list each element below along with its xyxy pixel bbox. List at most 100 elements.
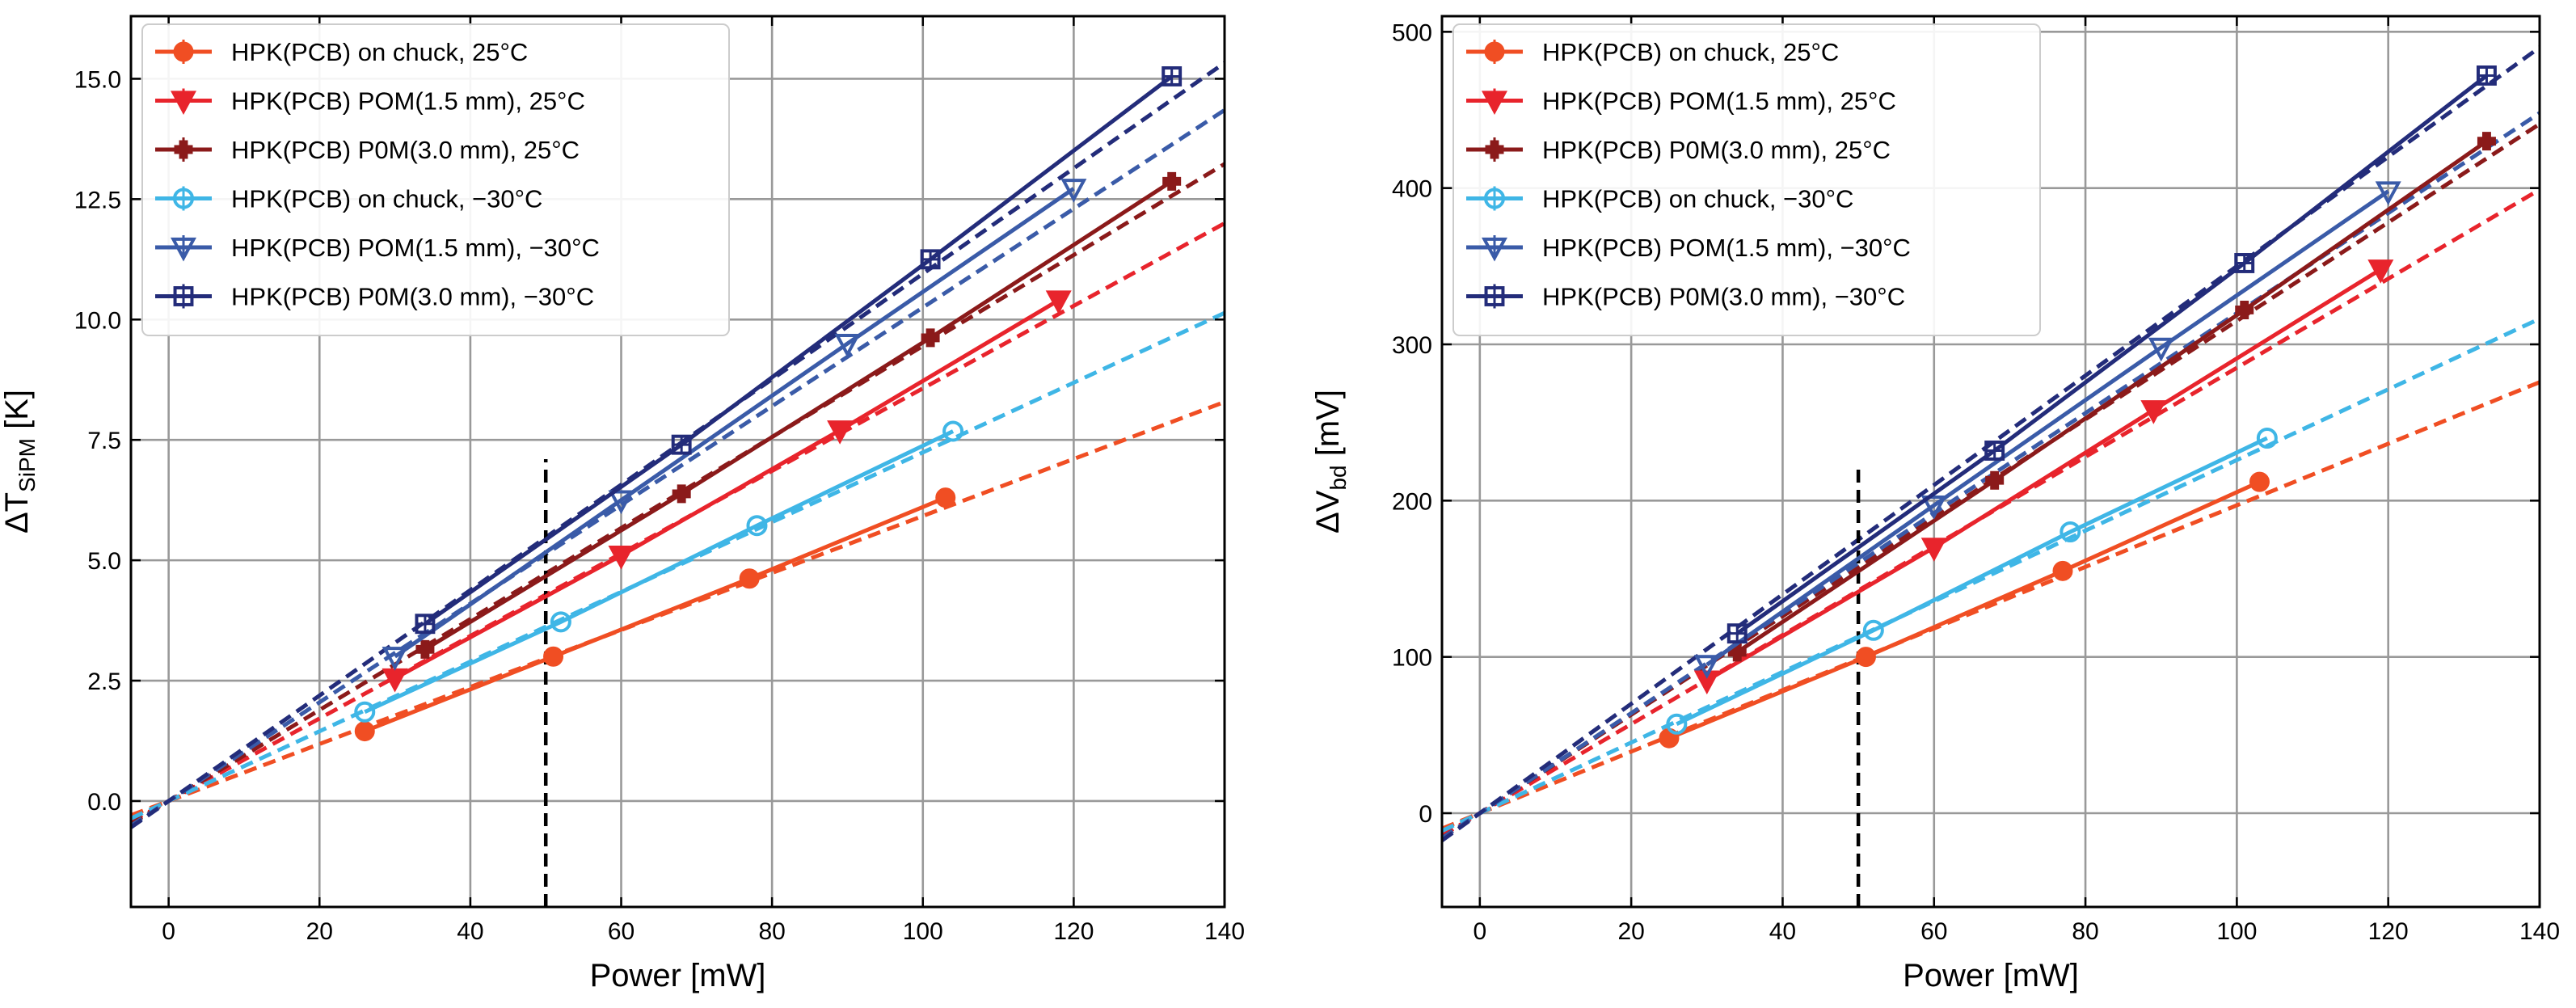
y-tick-label: 100 [1392, 645, 1432, 672]
legend-label: HPK(PCB) POM(1.5 mm), −30°C [1542, 234, 1911, 262]
legend-box [141, 23, 730, 336]
y-axis-label-subscript: bd [1326, 465, 1351, 490]
fit-line-onchuck_25 [1442, 380, 2540, 831]
data-point-onchuck_m30 [550, 611, 571, 633]
legend-label: HPK(PCB) P0M(3.0 mm), 25°C [1542, 136, 1891, 164]
y-tick-label: 15.0 [74, 66, 121, 93]
data-point-onchuck_25 [354, 721, 375, 742]
x-tick-label: 120 [2368, 918, 2409, 945]
data-point-pom30_m30 [1726, 623, 1748, 644]
data-point-pom30_25 [672, 484, 691, 504]
fit-line-pom30_m30 [1442, 45, 2540, 842]
right-chart-dv-bd: 0 20 40 60 80 100 120 140 0 100 200 300 400 500 Power … [1310, 15, 2560, 993]
y-tick-label: 500 [1392, 19, 1432, 46]
data-point-pom30_m30 [2476, 65, 2497, 86]
data-line-pom30_m30 [424, 74, 1174, 626]
data-line-pom15_m30 [394, 187, 1075, 659]
data-point-onchuck_m30 [1862, 619, 1884, 641]
data-point-pom30_m30 [2234, 253, 2255, 273]
legend-marker [1484, 286, 1505, 306]
y-axis-label: ΔVbd [mV] [1310, 390, 1351, 534]
data-point-pom30_25 [1985, 470, 2005, 490]
data-point-pom15_25 [2367, 259, 2394, 284]
data-point-pom15_m30 [1693, 655, 1720, 679]
data-point-onchuck_25 [935, 487, 956, 508]
y-axis-label-subscript: SiPM [15, 438, 40, 492]
data-line-pom30_25 [424, 179, 1174, 652]
x-tick-label: 100 [903, 918, 943, 945]
data-point-pom15_m30 [834, 333, 861, 358]
fit-line-pom15_m30 [131, 108, 1225, 828]
legend-entry: HPK(PCB) P0M(3.0 mm), 25°C [1466, 136, 1891, 164]
legend-label: HPK(PCB) P0M(3.0 mm), −30°C [1542, 283, 1905, 311]
y-axis-label: ΔTSiPM [K] [0, 390, 40, 534]
x-tick-label: 20 [306, 918, 333, 945]
legend-label: HPK(PCB) on chuck, 25°C [231, 38, 528, 66]
x-axis-label: Power [mW] [1903, 958, 2079, 993]
fit-line-pom15_25 [131, 221, 1225, 824]
legend-label: HPK(PCB) POM(1.5 mm), 25°C [231, 87, 585, 116]
grid [1442, 16, 2540, 907]
data-line-onchuck_25 [364, 496, 947, 733]
legend-label: HPK(PCB) P0M(3.0 mm), 25°C [231, 136, 580, 164]
x-tick-label: 100 [2216, 918, 2257, 945]
plot-area [1442, 45, 2540, 907]
axes-frame [129, 15, 1226, 909]
y-tick-label: 10.0 [74, 307, 121, 334]
data-point-onchuck_25 [543, 646, 564, 667]
data-point-pom30_m30 [1162, 66, 1183, 86]
data-point-onchuck_m30 [2060, 521, 2081, 542]
data-line-onchuck_m30 [364, 429, 955, 715]
data-line-pom15_25 [1705, 268, 2382, 682]
legend-marker [1484, 188, 1505, 209]
data-point-pom15_m30 [1920, 496, 1947, 520]
legend-entry: HPK(PCB) on chuck, −30°C [1466, 185, 1853, 213]
data-point-pom15_25 [827, 420, 854, 445]
data-point-pom15_m30 [608, 490, 635, 515]
y-axis-label-unit: [mV] [1310, 390, 1346, 465]
y-tick-label: 7.5 [87, 428, 121, 454]
plot-area [131, 61, 1225, 907]
x-tick-label: 80 [2072, 918, 2098, 945]
data-point-pom15_25 [1920, 538, 1947, 562]
data-line-pom15_m30 [1705, 189, 2390, 667]
legend-marker [174, 140, 193, 159]
legend-marker [1481, 237, 1508, 262]
x-axis-label: Power [mW] [590, 958, 766, 993]
data-line-pom15_25 [394, 298, 1060, 681]
x-tick-label: 20 [1617, 918, 1644, 945]
legend-entry: HPK(PCB) POM(1.5 mm), −30°C [155, 234, 600, 262]
data-point-pom15_m30 [382, 647, 408, 671]
ticks: 0 20 40 60 80 100 120 140 0 100 200 300 400 500 [1392, 16, 2560, 945]
legend-marker [170, 91, 197, 115]
data-line-pom30_m30 [1735, 74, 2488, 635]
y-tick-label: 12.5 [74, 187, 121, 213]
legend-label: HPK(PCB) POM(1.5 mm), −30°C [231, 234, 600, 262]
x-tick-label: 40 [1769, 918, 1796, 945]
x-tick-label: 120 [1053, 918, 1094, 945]
y-tick-label: 300 [1392, 332, 1432, 359]
data-point-onchuck_m30 [2256, 428, 2278, 449]
legend: HPK(PCB) on chuck, 25°C HPK(PCB) POM(1.5 … [1452, 23, 2041, 336]
data-point-onchuck_25 [1855, 647, 1876, 668]
legend-entry: HPK(PCB) P0M(3.0 mm), 25°C [155, 136, 580, 164]
data-point-onchuck_25 [2249, 471, 2270, 492]
y-tick-label: 0 [1419, 801, 1432, 828]
legend-marker [1481, 91, 1508, 115]
legend-entry: HPK(PCB) P0M(3.0 mm), −30°C [1466, 283, 1905, 311]
data-point-onchuck_m30 [1666, 713, 1688, 735]
legend-marker [173, 41, 194, 62]
y-tick-label: 2.5 [87, 668, 121, 695]
data-point-pom15_25 [608, 546, 635, 570]
data-point-pom15_m30 [2375, 181, 2401, 206]
data-point-pom30_m30 [920, 249, 941, 270]
axes-frame [1440, 15, 2541, 909]
x-tick-label: 60 [1920, 918, 1947, 945]
data-point-pom30_25 [1162, 171, 1182, 191]
x-tick-label: 40 [457, 918, 483, 945]
x-tick-label: 140 [2519, 918, 2560, 945]
left-chart-dt-sipm: 0 20 40 60 80 100 120 140 0.0 2.5 5.0 7.5 10.0 12.5 15… [0, 15, 1245, 993]
x-tick-label: 60 [608, 918, 635, 945]
legend-entry: HPK(PCB) P0M(3.0 mm), −30°C [155, 283, 594, 311]
